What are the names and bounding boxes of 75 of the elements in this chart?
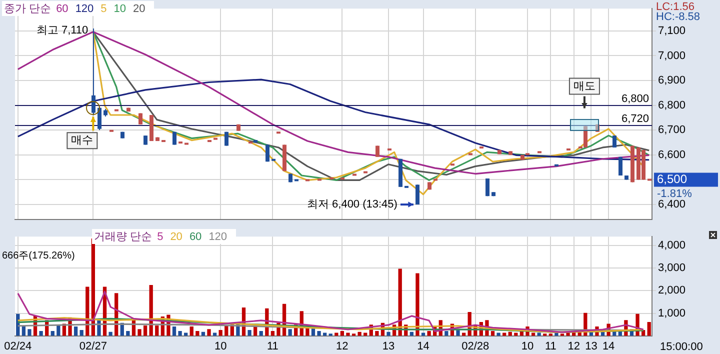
series-label: 5 [100, 3, 107, 15]
bar [444, 330, 448, 336]
bar [172, 326, 176, 336]
text: 120 [75, 3, 94, 15]
text: HC:-8.58 [656, 11, 700, 24]
bar [537, 332, 541, 336]
text: 5 [157, 231, 164, 243]
text: 120 [208, 231, 228, 243]
annotation: 666주(175.26%) [2, 250, 75, 262]
text: 60 [189, 231, 202, 243]
bar [155, 326, 159, 336]
x-tick-label: 11 [544, 340, 556, 352]
x-tick-label: 13 [585, 340, 598, 352]
text: 20 [133, 3, 146, 15]
bar [427, 330, 431, 336]
y-tick-label: 6,400 [658, 198, 686, 211]
bar [358, 332, 362, 336]
bar [80, 330, 84, 336]
x-tick-label: 02/28 [462, 340, 490, 352]
bar [190, 326, 194, 336]
bar [138, 329, 142, 336]
bar [39, 330, 43, 336]
y-tick-label: 6,600 [658, 148, 686, 161]
x-tick-label: 12 [568, 340, 580, 352]
bar [456, 330, 460, 336]
ref-line-label: 6,720 [621, 113, 649, 126]
bar [346, 332, 350, 336]
text: 15:00:00 [660, 341, 703, 354]
y-tick-label: 6,900 [658, 74, 686, 87]
bar [74, 326, 78, 336]
x-tick-label: 14 [417, 340, 430, 352]
y-tick-label: 3,000 [658, 262, 686, 274]
legend-title: 거래량 단순 [94, 231, 152, 243]
x-tick-label: 10 [214, 340, 227, 352]
bar [288, 329, 292, 336]
annotation: 매도 [573, 80, 596, 92]
bar [218, 330, 222, 336]
y-tick-label: 4,000 [658, 240, 686, 252]
text: 60 [56, 3, 68, 15]
text: 6,500 [657, 172, 688, 186]
y-tick-label: 6,800 [658, 99, 686, 112]
text: -1.81% [657, 188, 692, 200]
ref-line-label: 6,800 [621, 93, 649, 106]
y-tick-label: 2,000 [658, 284, 686, 297]
bar [647, 322, 651, 336]
x-tick-label: 11 [266, 340, 278, 352]
bar [386, 332, 390, 336]
bar [375, 330, 379, 336]
bar [56, 326, 60, 336]
x-tick-label: 14 [602, 340, 615, 352]
text: 10 [114, 3, 126, 15]
y-tick-label: 6,700 [658, 124, 686, 136]
text: 20 [170, 231, 182, 243]
x-tick-label: 12 [336, 340, 348, 352]
y-tick-label: 7,100 [658, 24, 686, 37]
annotation: 최저 6,400 (13:45) [306, 198, 398, 211]
bar [143, 326, 148, 336]
y-tick-label: 1,000 [658, 307, 686, 320]
bar [317, 330, 321, 336]
legend-title: 종가 단순 [4, 3, 52, 15]
annotation: 최고 7,110 [36, 24, 88, 36]
x-tick-label: 02/27 [79, 340, 107, 352]
x-tick-label: 10 [521, 340, 534, 352]
bar [207, 329, 211, 336]
y-tick-label: 7,000 [658, 50, 686, 62]
bar [496, 332, 500, 336]
x-tick-label: 13 [382, 340, 395, 352]
text: LC:1.56 [656, 1, 695, 14]
x-tick-label: 02/24 [4, 340, 32, 352]
bar [248, 330, 252, 336]
bar [178, 330, 182, 336]
bar [126, 330, 130, 336]
annotation: 매수 [71, 134, 94, 147]
bar [108, 332, 112, 336]
bar [28, 329, 32, 336]
